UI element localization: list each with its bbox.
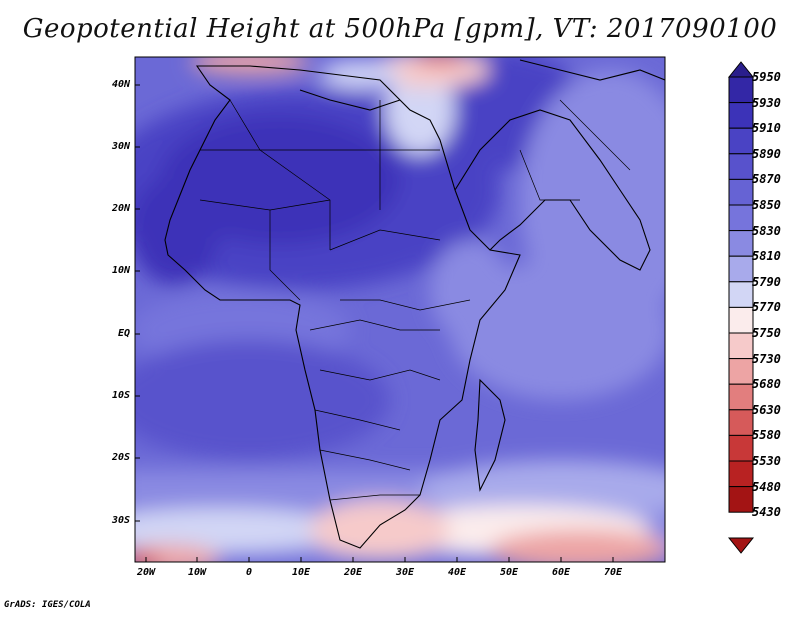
lon-label-20w: 20W <box>136 567 156 578</box>
colorbar-swatches <box>728 76 754 513</box>
colorbar-label: 5530 <box>752 454 781 468</box>
colorbar-label: 5850 <box>752 198 781 212</box>
colorbar-swatch <box>728 358 754 385</box>
colorbar-label: 5430 <box>752 505 781 520</box>
colorbar-label: 5930 <box>752 95 781 110</box>
colorbar-bottom-arrow <box>727 537 755 554</box>
lon-label-20e: 20E <box>343 567 363 578</box>
colorbar-swatch <box>728 281 754 308</box>
colorbar-swatch <box>728 127 754 155</box>
coastlines <box>164 59 665 549</box>
lat-label-40n: 40N <box>111 79 130 90</box>
colorbar-label: 5770 <box>752 300 781 315</box>
colorbar-label: 5830 <box>752 223 781 238</box>
colorbar-swatch <box>728 306 754 334</box>
colorbar-label: 5790 <box>752 274 781 289</box>
lat-label-eq: EQ <box>117 328 130 339</box>
colorbar-label: 5950 <box>752 70 781 84</box>
colorbar-swatch <box>728 486 754 513</box>
height-field <box>135 57 665 562</box>
lon-label-60e: 60E <box>551 567 571 578</box>
lat-label-30n: 30N <box>111 141 130 152</box>
colorbar-label: 5680 <box>752 377 781 392</box>
lon-label-50e: 50E <box>499 567 519 578</box>
lon-label-70e: 70E <box>603 567 623 578</box>
colorbar-swatch <box>728 255 754 283</box>
colorbar-swatch <box>728 153 754 180</box>
lon-label-30e: 30E <box>395 567 415 578</box>
colorbar-swatch <box>728 102 754 129</box>
lat-label-10n: 10N <box>111 265 130 276</box>
axis-ticks <box>135 84 614 562</box>
colorbar-swatch <box>728 409 754 436</box>
lat-label-30s: 30S <box>111 515 130 526</box>
lon-label-40e: 40E <box>447 567 467 578</box>
lat-label-10s: 10S <box>111 390 130 401</box>
lon-label-10w: 10W <box>187 567 207 578</box>
lat-label-20s: 20S <box>111 452 130 463</box>
colorbar-swatch <box>728 230 754 257</box>
colorbar-swatch <box>728 178 754 206</box>
colorbar-label: 5580 <box>752 428 781 443</box>
colorbar-label: 5630 <box>752 402 781 417</box>
colorbar-swatch <box>728 383 754 411</box>
colorbar-swatch <box>728 434 754 462</box>
colorbar-swatch <box>728 204 754 232</box>
colorbar-swatch <box>728 76 754 104</box>
plot-frame <box>134 56 666 563</box>
colorbar-swatch <box>728 332 754 360</box>
lat-label-20n: 20N <box>111 203 130 214</box>
colorbar-label: 5480 <box>752 479 781 494</box>
colorbar-label: 5890 <box>752 146 781 161</box>
colorbar-label: 5910 <box>752 121 781 136</box>
colorbar-label: 5750 <box>752 326 781 340</box>
colorbar-label: 5810 <box>752 249 781 264</box>
map-title: Geopotential Height at 500hPa [gpm], VT:… <box>22 14 778 44</box>
colorbar-top-arrow <box>727 61 755 78</box>
lon-label-10e: 10E <box>291 567 311 578</box>
grads-credit: GrADS: IGES/COLA <box>4 600 91 610</box>
colorbar-label: 5730 <box>752 351 781 366</box>
colorbar-swatch <box>728 460 754 488</box>
country-borders <box>199 99 631 501</box>
lon-label-0: 0 <box>245 567 253 578</box>
colorbar-label: 5870 <box>752 172 781 187</box>
